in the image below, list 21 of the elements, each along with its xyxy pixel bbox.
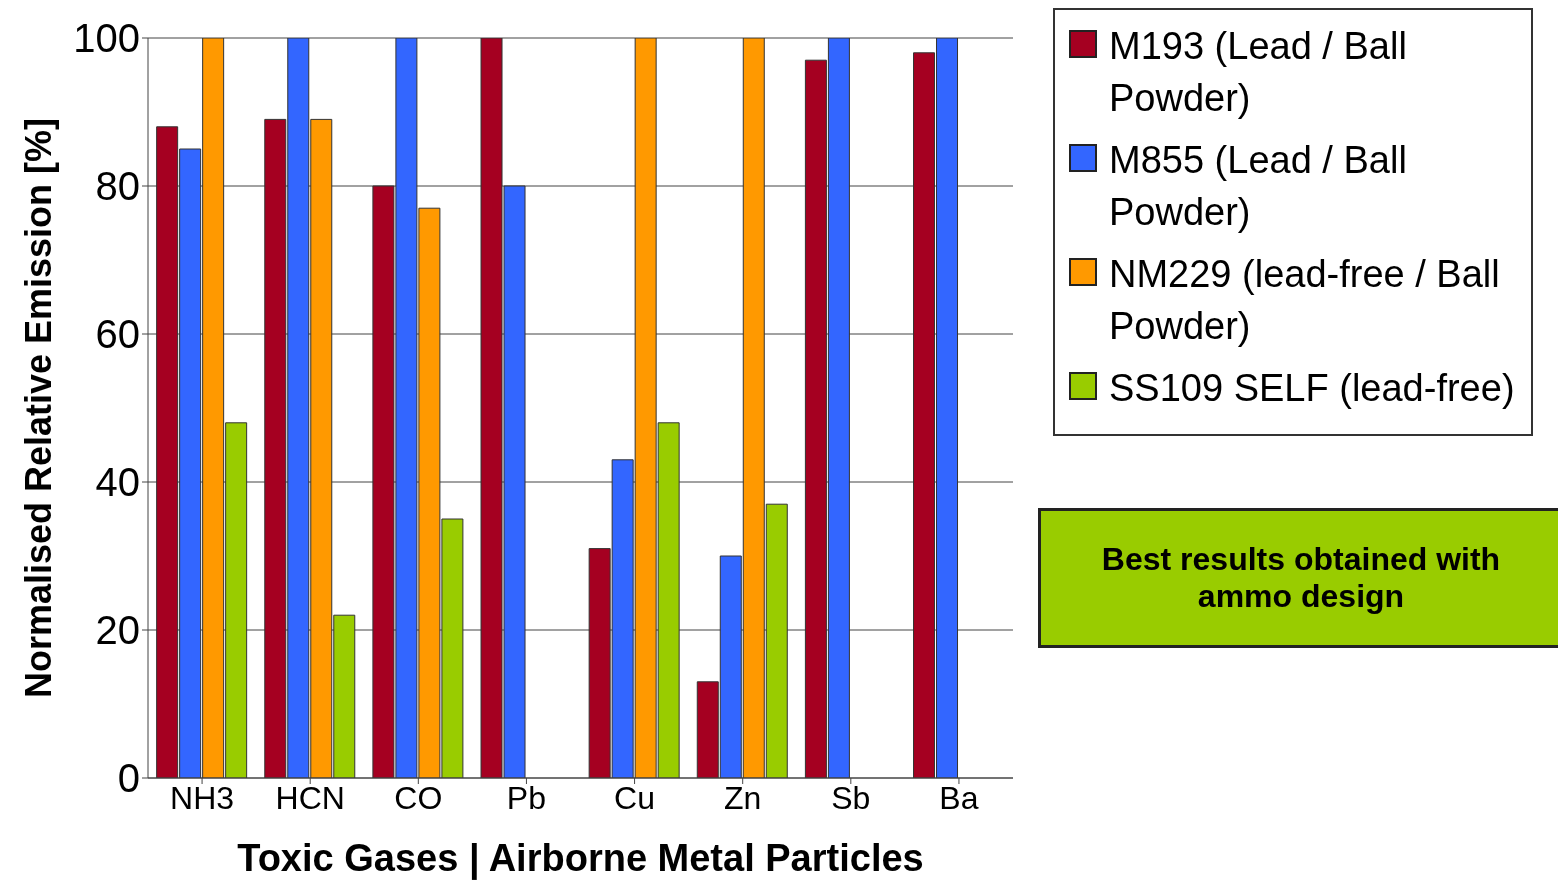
x-tick-label: Sb <box>831 779 871 816</box>
y-axis-title: Normalised Relative Emission [%] <box>17 117 59 699</box>
x-tick-label: Pb <box>506 779 547 816</box>
x-tick-label: Ba <box>939 779 979 816</box>
x-tick-label: Zn <box>724 779 762 816</box>
text: Best results obtained with ammo design <box>1100 540 1502 616</box>
y-tick-label: 100 <box>73 16 140 61</box>
y-tick-label: 80 <box>95 164 140 209</box>
y-tick-label: 0 <box>117 756 140 801</box>
legend-label: SS109 SELF (lead-free) <box>1109 366 1515 411</box>
legend-label: NM229 (lead-free / Ball Powder) <box>1109 252 1501 349</box>
x-tick-label: HCN <box>275 779 345 816</box>
y-tick-label: 40 <box>95 460 140 505</box>
legend-label: M193 (Lead / Ball Powder) <box>1109 24 1408 121</box>
x-tick-label: Cu <box>614 779 656 816</box>
x-tick-label: NH3 <box>170 779 235 816</box>
x-axis-title: Toxic Gases | Airborne Metal Particles <box>237 837 924 880</box>
y-tick-label: 60 <box>95 312 140 357</box>
x-tick-label: CO <box>394 779 443 816</box>
y-tick-label: 20 <box>95 608 140 653</box>
legend-label: M855 (Lead / Ball Powder) <box>1109 138 1408 235</box>
